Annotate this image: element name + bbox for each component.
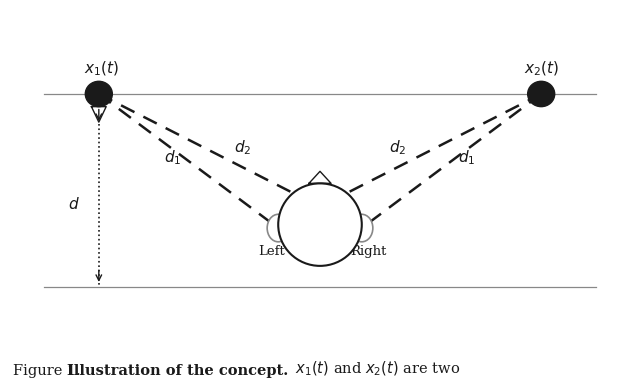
Text: $d_2$: $d_2$ bbox=[234, 138, 252, 157]
Text: Left: Left bbox=[259, 245, 285, 258]
Ellipse shape bbox=[267, 214, 289, 242]
Circle shape bbox=[527, 81, 555, 107]
Text: $d_1$: $d_1$ bbox=[458, 148, 476, 167]
Text: $d$: $d$ bbox=[68, 196, 80, 212]
Text: $d_1$: $d_1$ bbox=[164, 148, 182, 167]
Text: $d_2$: $d_2$ bbox=[388, 138, 406, 157]
Ellipse shape bbox=[278, 183, 362, 266]
Text: $x_1(t)$: $x_1(t)$ bbox=[84, 60, 120, 78]
Text: Right: Right bbox=[349, 245, 386, 258]
Text: $x_1(t)$ and $x_2(t)$ are two: $x_1(t)$ and $x_2(t)$ are two bbox=[291, 360, 460, 378]
Circle shape bbox=[85, 81, 113, 107]
Text: Figure 1.: Figure 1. bbox=[13, 364, 85, 378]
Text: Illustration of the concept.: Illustration of the concept. bbox=[67, 364, 289, 378]
Ellipse shape bbox=[351, 214, 373, 242]
Text: $x_2(t)$: $x_2(t)$ bbox=[524, 60, 559, 78]
